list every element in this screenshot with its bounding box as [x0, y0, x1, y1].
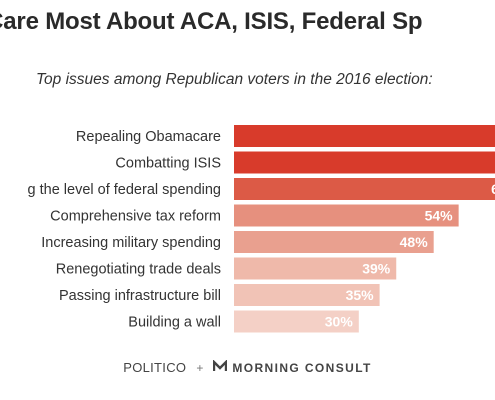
morning-consult-logo-icon — [213, 359, 228, 375]
bar — [234, 125, 495, 147]
bar — [234, 204, 459, 227]
bar — [234, 178, 495, 200]
bar — [234, 284, 380, 306]
bar — [234, 257, 397, 280]
bar — [234, 231, 434, 253]
category-label: Passing infrastructure bill — [59, 288, 221, 304]
politico-credit: POLITICO — [123, 360, 187, 375]
category-label: Building a wall — [128, 315, 221, 331]
plus-sign: + — [196, 360, 204, 375]
chart-title: oters Care Most About ACA, ISIS, Federal… — [0, 8, 423, 35]
chart-subtitle: Top issues among Republican voters in th… — [36, 71, 433, 88]
category-label: Increasing military spending — [41, 235, 221, 251]
value-label: 30% — [325, 314, 354, 330]
bar — [234, 151, 495, 174]
category-label: Comprehensive tax reform — [50, 209, 221, 225]
value-label: 48% — [400, 234, 429, 250]
value-label: 35% — [346, 287, 375, 303]
value-label: 54% — [425, 208, 454, 224]
footer-credits: POLITICO + MORNING CONSULT — [0, 359, 495, 375]
category-label: Renegotiating trade deals — [56, 262, 221, 278]
morning-consult-credit: MORNING CONSULT — [232, 360, 372, 375]
category-label: Repealing Obamacare — [76, 129, 221, 145]
category-label: g the level of federal spending — [28, 182, 221, 198]
value-label: 39% — [362, 261, 391, 277]
bar — [234, 310, 359, 333]
category-label: Combatting ISIS — [115, 156, 221, 172]
value-label: 67 — [491, 181, 495, 197]
